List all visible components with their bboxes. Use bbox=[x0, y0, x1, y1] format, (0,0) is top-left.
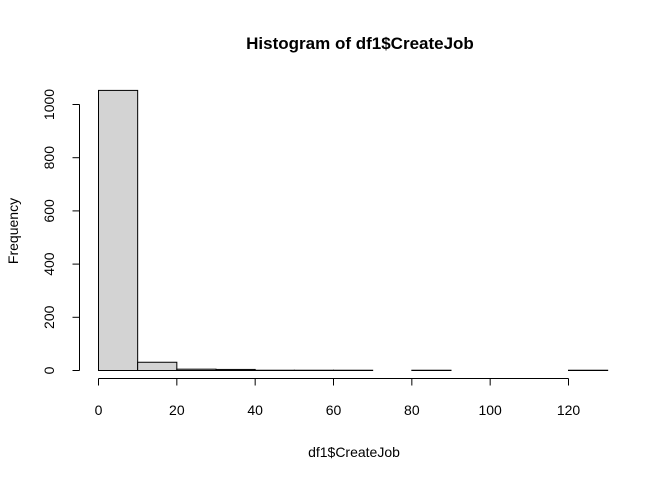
x-tick-label: 120 bbox=[557, 402, 581, 418]
chart-title: Histogram of df1$CreateJob bbox=[246, 34, 474, 53]
y-axis: 0 200 400 600 800 1000 bbox=[41, 89, 80, 374]
y-tick-label: 600 bbox=[41, 199, 57, 223]
histogram-bar-0-10 bbox=[98, 89, 139, 371]
histogram-bar-30-40 bbox=[215, 368, 256, 372]
x-tick-label: 60 bbox=[326, 402, 342, 418]
y-tick-label: 800 bbox=[41, 146, 57, 170]
histogram-bar-10-20 bbox=[137, 361, 178, 371]
y-tick-label: 1000 bbox=[41, 89, 57, 120]
x-tick-label: 100 bbox=[478, 402, 502, 418]
y-tick-label: 400 bbox=[41, 252, 57, 276]
x-tick-label: 40 bbox=[247, 402, 263, 418]
y-tick-label: 200 bbox=[41, 305, 57, 329]
y-tick-label: 0 bbox=[41, 366, 57, 374]
x-tick-label: 0 bbox=[95, 402, 103, 418]
histogram-bar-20-30 bbox=[176, 368, 217, 372]
x-tick-label: 80 bbox=[404, 402, 420, 418]
x-tick-label: 20 bbox=[169, 402, 185, 418]
x-axis-label: df1$CreateJob bbox=[308, 444, 400, 460]
bars-group bbox=[98, 89, 609, 372]
x-axis: 0 20 40 60 80 100 120 bbox=[95, 378, 581, 418]
y-axis-label: Frequency bbox=[5, 198, 21, 264]
